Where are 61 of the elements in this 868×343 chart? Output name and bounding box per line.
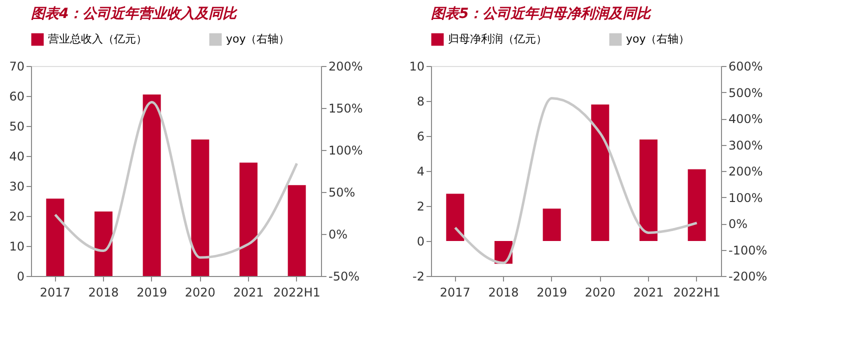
y-tick-label: 0 xyxy=(416,234,424,248)
y-tick-label: 40 xyxy=(9,150,24,164)
y2-tick-label: 500% xyxy=(728,86,763,100)
y-tick-label: 8 xyxy=(416,94,424,108)
y2-tick-label: 0% xyxy=(728,217,748,231)
bar xyxy=(240,162,258,276)
bar xyxy=(94,212,112,276)
y-tick-label: 70 xyxy=(9,60,24,74)
x-tick-label: 2021 xyxy=(233,286,264,300)
bar xyxy=(688,169,706,241)
y2-tick-label: 100% xyxy=(728,190,763,205)
x-tick-label: 2022H1 xyxy=(273,286,320,300)
x-tick-label: 2019 xyxy=(136,286,168,300)
y2-tick-label: 300% xyxy=(728,138,763,152)
legend-label: 归母净利润（亿元） xyxy=(448,32,547,46)
y-tick-label: 4 xyxy=(416,164,424,178)
y2-tick-label: -100% xyxy=(728,243,768,258)
y2-tick-label: 100% xyxy=(328,144,363,158)
y-tick-label: -2 xyxy=(412,270,424,284)
x-tick-label: 2020 xyxy=(584,286,616,300)
x-tick-label: 2022H1 xyxy=(673,286,720,300)
y-tick-label: 20 xyxy=(9,210,24,224)
legend-label: yoy（右轴） xyxy=(626,32,690,46)
y-tick-label: 60 xyxy=(9,90,24,104)
bar xyxy=(142,94,161,276)
x-tick-label: 2017 xyxy=(40,286,70,300)
y2-tick-label: 150% xyxy=(328,102,363,116)
y-tick-label: 30 xyxy=(9,180,24,194)
x-tick-label: 2020 xyxy=(184,286,216,300)
bar xyxy=(191,140,210,276)
y-tick-label: 10 xyxy=(9,240,24,254)
y-tick-label: 10 xyxy=(409,60,424,74)
y2-tick-label: -50% xyxy=(328,270,360,284)
y2-tick-label: 200% xyxy=(728,164,763,178)
bar xyxy=(640,140,658,241)
bar xyxy=(542,208,561,241)
y2-tick-label: 600% xyxy=(728,60,763,74)
chart-title: 图表4：公司近年营业收入及同比 xyxy=(31,5,239,22)
y2-tick-label: -200% xyxy=(728,270,768,284)
x-tick-label: 2019 xyxy=(536,286,568,300)
line-series xyxy=(454,97,698,264)
chart-title: 图表5：公司近年归母净利润及同比 xyxy=(431,5,653,22)
y-tick-label: 6 xyxy=(416,130,424,144)
x-tick-label: 2017 xyxy=(440,286,470,300)
y2-tick-label: 400% xyxy=(728,112,763,126)
x-tick-label: 2021 xyxy=(633,286,664,300)
y-tick-label: 2 xyxy=(416,200,424,214)
y2-tick-label: 200% xyxy=(328,60,363,74)
bar xyxy=(46,198,64,276)
bar xyxy=(288,185,306,276)
bar xyxy=(446,194,464,241)
x-tick-label: 2018 xyxy=(488,286,519,300)
y2-tick-label: 0% xyxy=(328,228,348,242)
y-tick-label: 0 xyxy=(16,270,24,284)
bar xyxy=(591,104,610,241)
line-series xyxy=(54,100,298,259)
y-tick-label: 50 xyxy=(9,120,24,134)
legend-label: 营业总收入（亿元） xyxy=(48,32,147,46)
y2-tick-label: 50% xyxy=(328,186,356,200)
x-tick-label: 2018 xyxy=(88,286,119,300)
legend-label: yoy（右轴） xyxy=(226,32,290,46)
